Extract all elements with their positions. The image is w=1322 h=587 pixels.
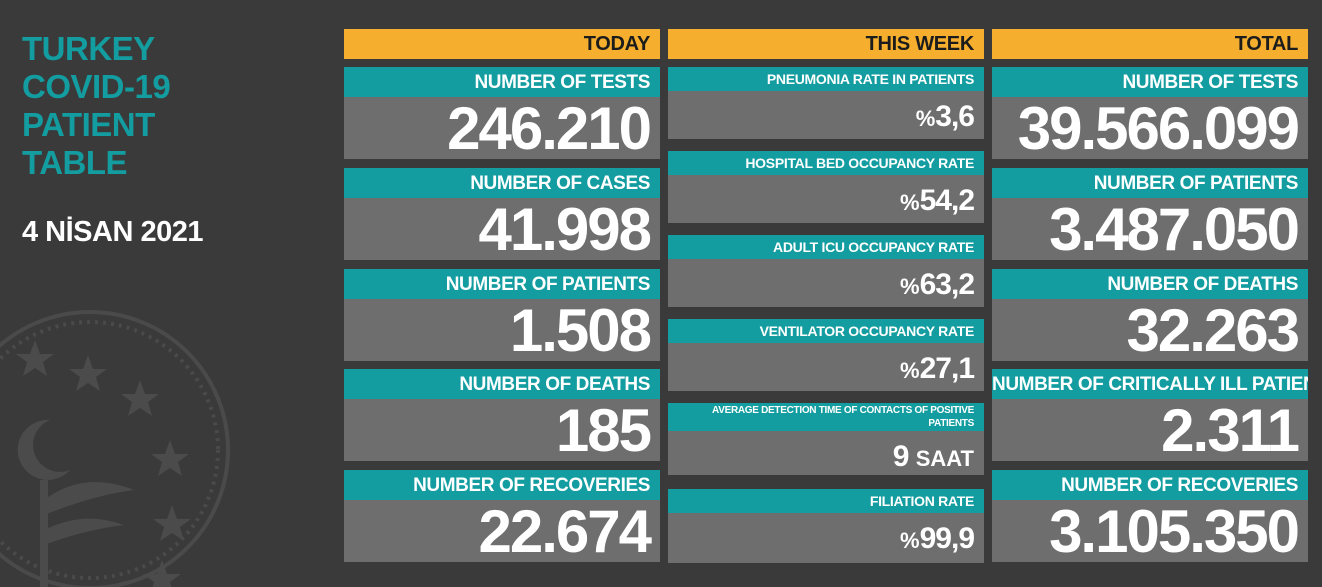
card-label: HOSPITAL BED OCCUPANCY RATE (668, 151, 984, 175)
today-column: TODAY NUMBER OF TESTS 246.210 NUMBER OF … (344, 29, 660, 562)
value-number: 99,9 (919, 522, 975, 555)
card-value: 2.311 (992, 399, 1308, 461)
card-label: VENTILATOR OCCUPANCY RATE (668, 319, 984, 343)
week-bed-occupancy-card: HOSPITAL BED OCCUPANCY RATE %54,2 (668, 151, 984, 223)
card-value: %99,9 (668, 513, 984, 563)
percent-sign: % (900, 190, 920, 215)
card-label: NUMBER OF DEATHS (992, 269, 1308, 299)
report-date: 4 NİSAN 2021 (22, 216, 204, 248)
card-label: NUMBER OF DEATHS (344, 369, 660, 399)
value-number: 27,1 (919, 352, 975, 385)
card-value: %3,6 (668, 91, 984, 139)
today-deaths-card: NUMBER OF DEATHS 185 (344, 369, 660, 461)
card-value: 9 SAAT (668, 431, 984, 475)
card-label: FILIATION RATE (668, 489, 984, 513)
today-cases-card: NUMBER OF CASES 41.998 (344, 168, 660, 260)
card-value: 3.487.050 (992, 198, 1308, 260)
ministry-emblem-icon (0, 310, 230, 587)
card-label: NUMBER OF PATIENTS (992, 168, 1308, 198)
today-recoveries-card: NUMBER OF RECOVERIES 22.674 (344, 470, 660, 562)
week-icu-occupancy-card: ADULT ICU OCCUPANCY RATE %63,2 (668, 235, 984, 307)
percent-sign: % (900, 528, 920, 553)
card-label: NUMBER OF CASES (344, 168, 660, 198)
card-value: 1.508 (344, 299, 660, 361)
week-pneumonia-card: PNEUMONIA RATE IN PATIENTS %3,6 (668, 67, 984, 139)
total-deaths-card: NUMBER OF DEATHS 32.263 (992, 269, 1308, 361)
week-detection-time-card: AVERAGE DETECTION TIME OF CONTACTS OF PO… (668, 403, 984, 475)
card-label: AVERAGE DETECTION TIME OF CONTACTS OF PO… (668, 403, 984, 431)
percent-sign: % (915, 106, 936, 131)
card-label: NUMBER OF RECOVERIES (344, 470, 660, 500)
card-label: NUMBER OF PATIENTS (344, 269, 660, 299)
card-value: %63,2 (668, 259, 984, 307)
total-tests-card: NUMBER OF TESTS 39.566.099 (992, 67, 1308, 159)
percent-sign: % (900, 274, 920, 299)
title-line: TURKEY (22, 30, 155, 67)
card-label: NUMBER OF TESTS (344, 67, 660, 97)
week-column: THIS WEEK PNEUMONIA RATE IN PATIENTS %3,… (668, 29, 984, 563)
card-value: 22.674 (344, 500, 660, 562)
card-value: 3.105.350 (992, 500, 1308, 562)
card-value: 41.998 (344, 198, 660, 260)
card-label: NUMBER OF CRITICALLY ILL PATIENTS (992, 369, 1308, 399)
card-value: 32.263 (992, 299, 1308, 361)
value-number: 63,2 (919, 268, 975, 301)
today-tests-card: NUMBER OF TESTS 246.210 (344, 67, 660, 159)
today-header: TODAY (344, 29, 660, 59)
card-value: 185 (344, 399, 660, 461)
value-number: 54,2 (919, 184, 975, 217)
card-value: %27,1 (668, 343, 984, 391)
total-patients-card: NUMBER OF PATIENTS 3.487.050 (992, 168, 1308, 260)
card-label: ADULT ICU OCCUPANCY RATE (668, 235, 984, 259)
page-title: TURKEY COVID-19 PATIENT TABLE (22, 30, 171, 182)
week-header: THIS WEEK (668, 29, 984, 59)
total-critically-ill-card: NUMBER OF CRITICALLY ILL PATIENTS 2.311 (992, 369, 1308, 461)
total-column: TOTAL NUMBER OF TESTS 39.566.099 NUMBER … (992, 29, 1308, 562)
value-unit: SAAT (915, 446, 974, 471)
card-label: PNEUMONIA RATE IN PATIENTS (668, 67, 984, 91)
value-number: 3,6 (935, 100, 975, 133)
title-line: PATIENT (22, 106, 155, 143)
card-value: %54,2 (668, 175, 984, 223)
week-ventilator-card: VENTILATOR OCCUPANCY RATE %27,1 (668, 319, 984, 391)
card-label: NUMBER OF RECOVERIES (992, 470, 1308, 500)
value-number: 9 (892, 440, 910, 473)
week-filiation-card: FILIATION RATE %99,9 (668, 489, 984, 563)
total-header: TOTAL (992, 29, 1308, 59)
total-recoveries-card: NUMBER OF RECOVERIES 3.105.350 (992, 470, 1308, 562)
title-line: TABLE (22, 144, 128, 181)
card-value: 246.210 (344, 97, 660, 159)
percent-sign: % (900, 358, 920, 383)
card-value: 39.566.099 (992, 97, 1308, 159)
today-patients-card: NUMBER OF PATIENTS 1.508 (344, 269, 660, 361)
title-line: COVID-19 (22, 68, 171, 105)
card-label: NUMBER OF TESTS (992, 67, 1308, 97)
